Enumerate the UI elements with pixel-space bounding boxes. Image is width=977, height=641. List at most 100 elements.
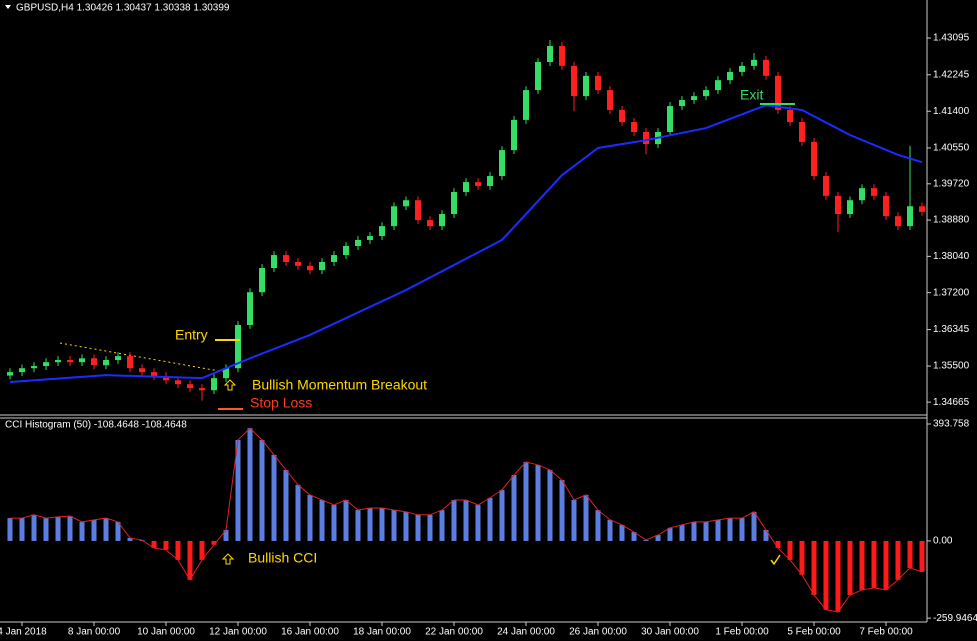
histogram-bar [319,499,325,541]
candle-body [235,325,241,369]
candle-body [667,106,673,132]
histogram-bar [163,540,169,550]
menu-icon[interactable] [5,5,11,9]
histogram-bar [499,489,505,541]
x-tick-label: 26 Jan 00:00 [569,627,627,638]
x-tick-label: 5 Feb 00:00 [787,627,841,638]
histogram-bar [259,439,265,541]
histogram-bar [19,518,25,541]
histogram-bar [739,518,745,541]
candle-body [211,378,217,391]
indicator-title: CCI Histogram (50) -108.4648 -108.4648 [5,420,187,431]
candle-body [811,141,817,177]
exit-label: Exit [740,87,763,103]
candle-body [859,188,865,201]
histogram-bar [43,518,49,541]
histogram-outline [10,427,923,613]
candle-body [631,122,637,132]
histogram-bar [787,540,793,560]
histogram-bar [295,484,301,541]
candle-body [427,220,433,227]
candle-body [103,360,109,366]
histogram-bar [727,518,733,541]
candle-body [871,188,877,196]
stop-loss-label: Stop Loss [250,395,312,411]
candle-body [511,119,517,151]
histogram-bar [199,540,205,560]
candle-body [463,182,469,193]
candle-body [919,206,925,212]
candle-body [55,360,61,363]
histogram-bar [571,499,577,541]
candle-body [163,375,169,381]
histogram-bar [655,534,661,541]
histogram-bar [619,524,625,541]
candle-body [283,255,289,262]
x-tick-label: 7 Feb 00:00 [859,627,913,638]
y-tick-label: 1.38880 [933,215,970,226]
histogram-bar [55,516,61,541]
histogram-bar [559,480,565,541]
histogram-bar [847,540,853,595]
histogram-bar [223,529,229,541]
histogram-bar [247,428,253,541]
histogram-bar [487,497,493,541]
candle-body [907,206,913,227]
candle-body [379,226,385,237]
candle-body [535,62,541,91]
histogram-bar [535,464,541,541]
histogram-bar [895,540,901,580]
candle-body [739,65,745,72]
y-tick-label: 1.42245 [933,69,970,80]
histogram-bar [919,540,925,572]
candle-body [559,46,565,66]
candle-body [175,380,181,385]
arrow-icon [223,379,237,391]
y-tick-label: -259.9464 [933,613,977,624]
candle-body [355,239,361,246]
histogram-bar [715,519,721,541]
histogram-bar [79,521,85,541]
histogram-bar [7,518,13,541]
candle-body [619,109,625,123]
histogram-bar [427,514,433,541]
histogram-bar [415,514,421,541]
candle-body [475,182,481,186]
candle-body [67,360,73,363]
histogram-bar [451,499,457,541]
histogram-bar [775,540,781,549]
histogram-bar [355,510,361,541]
histogram-bar [511,475,517,541]
candle-body [799,122,805,142]
moving-average [9,104,923,384]
candle-body [415,200,421,221]
candle-body [319,261,325,271]
histogram-bar [379,507,385,541]
candle-body [547,46,553,63]
histogram-bar [127,537,133,541]
arrow-icon [221,553,235,565]
candle-body [763,59,769,76]
candle-body [391,206,397,227]
candle-body [607,90,613,110]
candle-body [115,356,121,361]
candle-body [79,358,85,363]
histogram-bar [31,514,37,541]
y-tick-label: 1.35500 [933,361,970,372]
histogram-bar [811,540,817,595]
candle-body [199,388,205,391]
candle-body [895,216,901,227]
histogram-bar [751,511,757,541]
histogram-bar [439,510,445,541]
histogram-bar [175,540,181,560]
histogram-bar [343,499,349,541]
histogram-bar [523,461,529,541]
candle-body [7,372,13,376]
histogram-bar [547,469,553,541]
candle-body [367,236,373,240]
histogram-bar [595,510,601,541]
histogram-bar [91,519,97,541]
histogram-bar [103,518,109,541]
